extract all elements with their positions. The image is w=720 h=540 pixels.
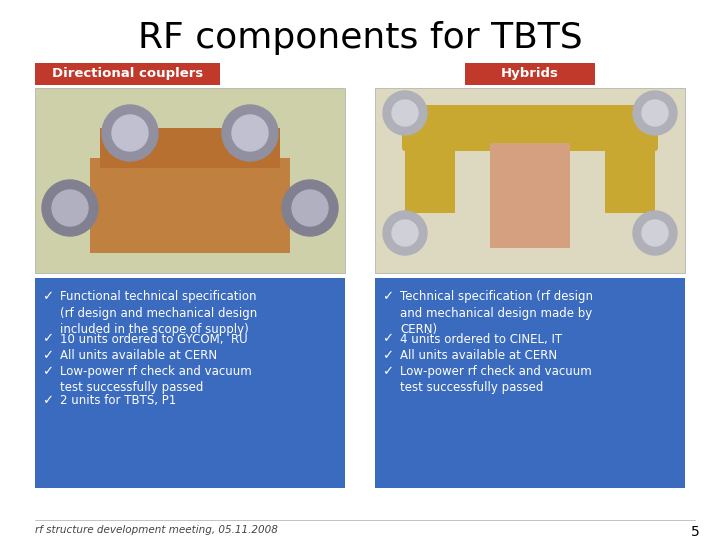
Circle shape <box>383 211 427 255</box>
FancyBboxPatch shape <box>490 143 570 248</box>
FancyBboxPatch shape <box>35 278 345 488</box>
Text: ✓: ✓ <box>382 290 394 303</box>
Text: All units available at CERN: All units available at CERN <box>60 349 217 362</box>
Circle shape <box>392 100 418 126</box>
Text: 4 units ordered to CINEL, IT: 4 units ordered to CINEL, IT <box>400 333 562 346</box>
Circle shape <box>633 211 677 255</box>
Circle shape <box>392 220 418 246</box>
Text: ✓: ✓ <box>42 333 53 346</box>
Circle shape <box>292 190 328 226</box>
Circle shape <box>282 180 338 236</box>
Circle shape <box>633 91 677 135</box>
FancyBboxPatch shape <box>605 118 655 213</box>
Text: ✓: ✓ <box>42 394 53 407</box>
Text: Directional couplers: Directional couplers <box>52 68 203 80</box>
FancyBboxPatch shape <box>405 118 455 213</box>
Text: ✓: ✓ <box>42 349 53 362</box>
Text: rf structure development meeting, 05.11.2008: rf structure development meeting, 05.11.… <box>35 525 278 535</box>
Text: Hybrids: Hybrids <box>501 68 559 80</box>
FancyBboxPatch shape <box>465 63 595 85</box>
FancyBboxPatch shape <box>375 278 685 488</box>
Text: RF components for TBTS: RF components for TBTS <box>138 21 582 55</box>
Text: ✓: ✓ <box>382 349 394 362</box>
Text: ✓: ✓ <box>382 365 394 378</box>
Circle shape <box>642 100 668 126</box>
FancyBboxPatch shape <box>100 128 280 168</box>
FancyBboxPatch shape <box>375 88 685 273</box>
Text: Low-power rf check and vacuum
test successfully passed: Low-power rf check and vacuum test succe… <box>60 365 252 394</box>
Circle shape <box>383 91 427 135</box>
Circle shape <box>52 190 88 226</box>
Text: 10 units ordered to GYCOM,  RU: 10 units ordered to GYCOM, RU <box>60 333 248 346</box>
FancyBboxPatch shape <box>35 63 220 85</box>
FancyBboxPatch shape <box>90 158 290 253</box>
Text: All units available at CERN: All units available at CERN <box>400 349 557 362</box>
Text: Low-power rf check and vacuum
test successfully passed: Low-power rf check and vacuum test succe… <box>400 365 592 394</box>
FancyBboxPatch shape <box>35 88 345 273</box>
Text: ✓: ✓ <box>382 333 394 346</box>
Text: Technical specification (rf design
and mechanical design made by
CERN): Technical specification (rf design and m… <box>400 290 593 336</box>
Circle shape <box>102 105 158 161</box>
Circle shape <box>642 220 668 246</box>
Circle shape <box>222 105 278 161</box>
Text: ✓: ✓ <box>42 365 53 378</box>
FancyBboxPatch shape <box>402 105 658 151</box>
Text: 5: 5 <box>691 525 700 539</box>
Circle shape <box>42 180 98 236</box>
Text: 2 units for TBTS, P1: 2 units for TBTS, P1 <box>60 394 176 407</box>
Circle shape <box>112 115 148 151</box>
Text: Functional technical specification
(rf design and mechanical design
included in : Functional technical specification (rf d… <box>60 290 257 336</box>
Circle shape <box>232 115 268 151</box>
Text: ✓: ✓ <box>42 290 53 303</box>
